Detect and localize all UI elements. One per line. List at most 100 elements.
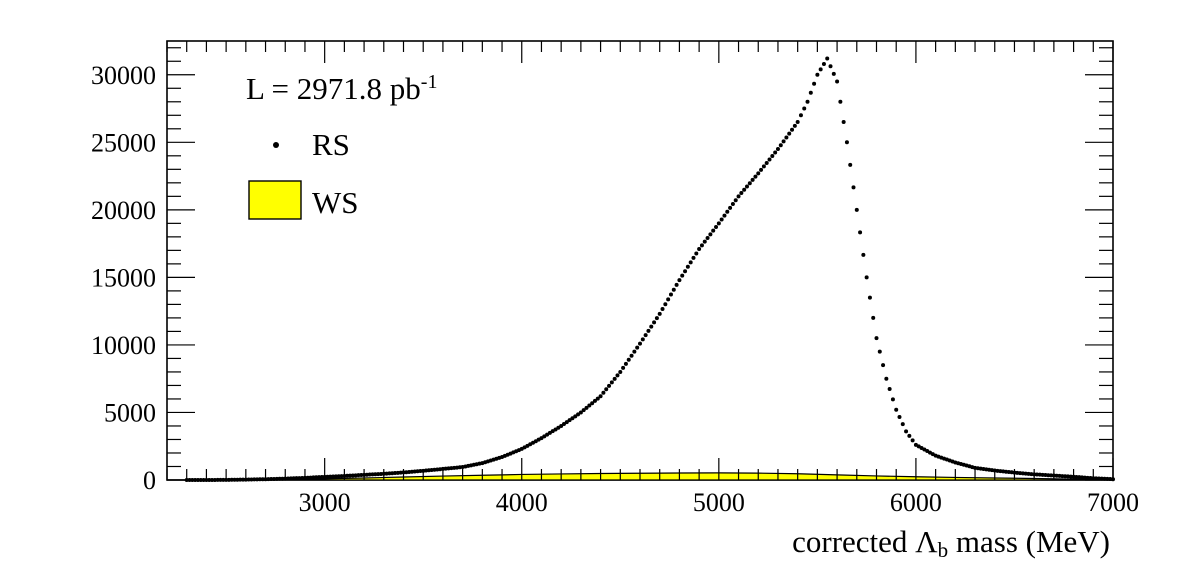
- x-tick-label: 7000: [1087, 488, 1139, 517]
- rs-point: [201, 478, 206, 482]
- rs-point: [581, 408, 586, 413]
- rs-point: [694, 251, 699, 256]
- rs-point: [699, 243, 704, 248]
- rs-point: [564, 420, 569, 425]
- rs-point: [584, 405, 589, 410]
- rs-point: [904, 429, 909, 434]
- rs-point: [871, 315, 876, 320]
- rs-point: [646, 328, 651, 333]
- rs-point: [861, 252, 866, 257]
- rs-point: [257, 477, 262, 482]
- rs-point: [623, 361, 628, 366]
- rs-point: [311, 475, 316, 480]
- rs-point: [198, 478, 203, 482]
- rs-point: [215, 477, 220, 482]
- rs-point: [828, 64, 833, 69]
- rs-point: [598, 394, 603, 399]
- rs-point: [677, 278, 682, 283]
- rs-point: [632, 349, 637, 354]
- rs-point: [900, 422, 905, 427]
- rs-point: [255, 477, 260, 482]
- rs-point: [348, 473, 353, 478]
- rs-point: [221, 477, 226, 482]
- rs-point: [635, 345, 640, 350]
- rs-point: [615, 373, 620, 378]
- rs-point: [317, 475, 322, 480]
- rs-point: [218, 477, 223, 482]
- rs-point: [864, 275, 869, 280]
- rs-point: [294, 476, 299, 481]
- rs-point: [831, 71, 836, 76]
- rs-point: [649, 324, 654, 329]
- rs-point: [775, 147, 780, 152]
- rs-point: [851, 185, 856, 190]
- rs-point: [722, 213, 727, 218]
- rs-point: [671, 287, 676, 292]
- rs-point: [328, 474, 333, 479]
- rs-point: [621, 365, 626, 370]
- rs-point: [238, 477, 243, 482]
- rs-point: [750, 177, 755, 182]
- rs-point: [367, 472, 372, 477]
- rs-point: [773, 150, 778, 155]
- rs-point: [226, 477, 231, 482]
- rs-point: [725, 209, 730, 214]
- rs-point: [291, 476, 296, 481]
- rs-point: [249, 477, 254, 482]
- rs-point: [618, 369, 623, 374]
- rs-point: [792, 123, 797, 128]
- rs-point: [802, 106, 807, 111]
- rs-point: [266, 477, 271, 482]
- rs-point: [325, 474, 330, 479]
- legend-ws-label: WS: [312, 185, 359, 220]
- legend-rs-label: RS: [312, 127, 350, 162]
- rs-point: [297, 476, 302, 481]
- rs-point: [195, 478, 200, 482]
- luminosity-label: L = 2971.8 pb-1: [246, 71, 437, 106]
- rs-point: [848, 162, 853, 167]
- rs-point: [708, 232, 713, 237]
- rs-point: [559, 423, 564, 428]
- rs-point: [590, 401, 595, 406]
- rs-point: [663, 302, 668, 307]
- rs-point: [739, 191, 744, 196]
- rs-point: [576, 412, 581, 417]
- rs-point: [747, 181, 752, 186]
- rs-point: [654, 316, 659, 321]
- legend-rs-marker: [273, 142, 279, 148]
- legend-ws-swatch: [248, 180, 302, 220]
- frame: [166, 40, 1114, 481]
- rs-point: [587, 403, 592, 408]
- x-tick-label: 4000: [496, 488, 548, 517]
- rs-point: [570, 416, 575, 421]
- rs-point: [674, 282, 679, 287]
- rs-point: [241, 477, 246, 482]
- rs-point: [890, 397, 895, 402]
- rs-point: [702, 239, 707, 244]
- rs-point: [609, 380, 614, 385]
- rs-point: [592, 398, 597, 403]
- x-tick-label: 6000: [890, 488, 942, 517]
- rs-point: [680, 273, 685, 278]
- rs-point: [601, 390, 606, 395]
- rs-point: [370, 472, 375, 477]
- rs-point: [652, 320, 657, 325]
- rs-point: [378, 471, 383, 476]
- rs-point: [897, 414, 902, 419]
- rs-point: [373, 472, 378, 477]
- rs-point: [193, 478, 198, 482]
- y-tick-label: 15000: [91, 263, 156, 292]
- plot-area: 3000 4000 5000 6000 7000 0 5000 10000 15000 2000…: [91, 40, 1139, 517]
- rs-point: [638, 341, 642, 346]
- rs-point: [844, 140, 849, 145]
- rs-point: [235, 477, 240, 482]
- rs-point: [838, 99, 843, 104]
- rs-point: [288, 476, 293, 481]
- rs-point: [805, 99, 810, 104]
- rs-point: [269, 477, 274, 482]
- rs-point: [697, 247, 702, 252]
- rs-point: [207, 477, 212, 482]
- rs-point: [640, 337, 645, 342]
- rs-point: [668, 292, 673, 297]
